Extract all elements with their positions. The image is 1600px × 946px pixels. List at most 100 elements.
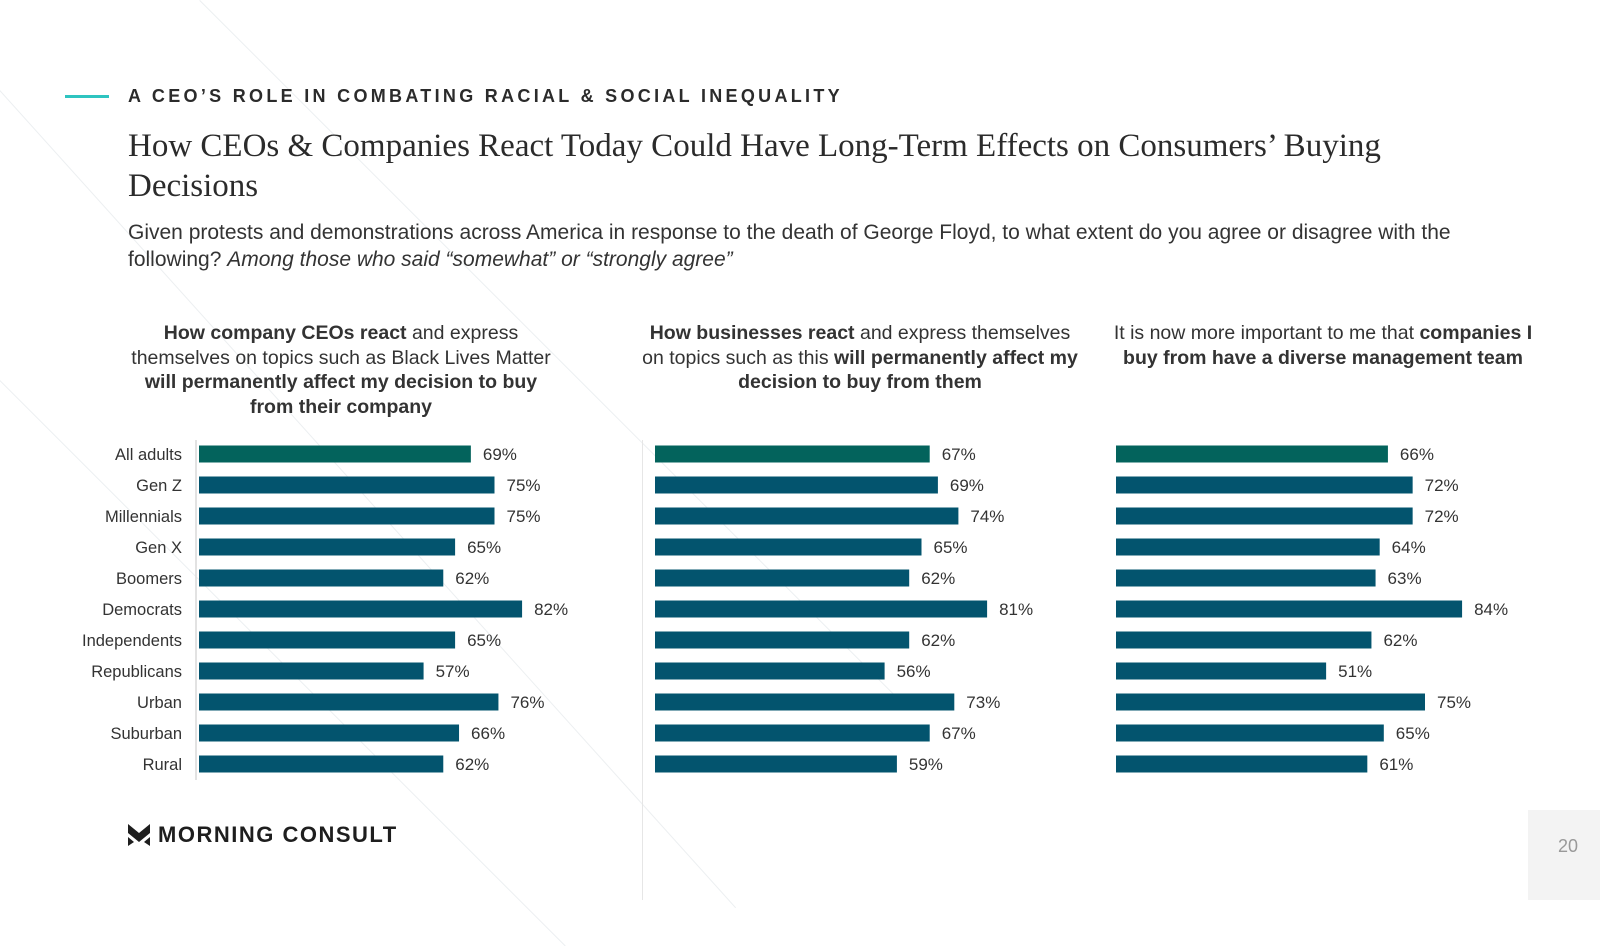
bar [199,507,495,525]
data-label: 72% [1425,476,1459,495]
bar [655,693,955,711]
data-label: 65% [1396,724,1430,743]
bar [1116,631,1372,649]
logo-text: MORNING CONSULT [158,822,398,847]
chart-title-segment: companies I buy from have a diverse mana… [1123,322,1533,369]
data-label: 62% [1383,631,1417,650]
category-label: Millennials [105,508,182,526]
data-label: 51% [1338,662,1372,681]
page-number: 20 [1557,836,1578,856]
chart-title-segment: and express themselves on topics such as… [131,322,551,369]
bar [199,569,444,587]
bar [655,538,922,556]
bar [1116,724,1384,742]
chart-title-segment: How businesses react [649,322,855,344]
chart-title-1: How company CEOs react and express thems… [121,321,561,419]
bar [1116,569,1376,587]
data-label: 69% [950,476,984,495]
bar [655,631,910,649]
chart-title-segment: will permanently affect my decision to b… [738,346,1078,394]
bar [199,662,424,680]
data-label: 57% [436,662,470,681]
data-label: 65% [467,538,501,557]
bar [655,476,938,494]
bar [1116,538,1380,556]
data-label: 82% [534,600,568,619]
bar [655,569,910,587]
data-label: 66% [1400,445,1434,464]
bar [655,507,959,525]
data-label: 63% [1388,569,1422,588]
data-label: 73% [966,693,1000,712]
category-label: Boomers [116,570,182,588]
bar [1116,755,1368,773]
bar [1116,693,1425,711]
data-label: 62% [455,569,489,588]
category-label: Gen Z [136,477,182,495]
chart-title-segment: How company CEOs react [163,322,407,344]
data-label: 69% [483,445,517,464]
data-label: 84% [1474,600,1508,619]
chart-title-3: It is now more important to me that comp… [1103,321,1543,370]
data-label: 67% [942,724,976,743]
category-label: Gen X [135,539,182,557]
data-label: 61% [1379,755,1413,774]
data-label: 67% [942,445,976,464]
bar-charts: 69% All adults 75% Gen Z 75% Millennials 65% Ge… [82,440,1508,780]
morning-consult-logo: MORNING CONSULT [128,822,398,848]
data-label: 76% [510,693,544,712]
bar [199,476,495,494]
category-label: Democrats [102,601,182,619]
data-label: 56% [897,662,931,681]
bar [199,445,471,463]
section-kicker: A CEO’S ROLE IN COMBATING RACIAL & SOCIA… [128,86,843,106]
data-label: 74% [970,507,1004,526]
data-label: 65% [467,631,501,650]
category-label: Republicans [91,663,182,681]
chart-title-segment: will permanently affect my decision to b… [144,371,538,418]
data-label: 65% [934,538,968,557]
bar [1116,507,1413,525]
data-label: 75% [1437,693,1471,712]
data-label: 62% [455,755,489,774]
logo-mark-icon [128,824,150,846]
question: Given protests and demonstrations across… [128,221,1451,271]
category-label: Rural [143,756,182,774]
bar [199,724,460,742]
data-label: 66% [471,724,505,743]
bar [199,600,523,618]
category-label: Independents [82,632,182,650]
bar [1116,600,1463,618]
question-note: Among those who said “somewhat” or “stro… [227,248,733,271]
data-label: 62% [921,569,955,588]
data-label: 75% [507,476,541,495]
bar [199,538,456,556]
bar [655,600,988,618]
page-number-box [1528,810,1600,900]
bar [1116,662,1327,680]
page-title: How CEOs & Companies React Today Could H… [128,128,1381,204]
category-label: Urban [137,694,182,712]
bar [655,755,897,773]
bar [655,445,930,463]
category-label: Suburban [110,725,182,743]
bar [199,693,499,711]
chart-title-segment: and express themselves on topics such as… [642,322,1071,369]
chart-title-segment: It is now more important to me that [1113,322,1420,344]
bar [199,631,456,649]
accent-line [65,95,109,98]
bar [655,724,930,742]
bar [199,755,444,773]
data-label: 62% [921,631,955,650]
bar [655,662,885,680]
data-label: 72% [1425,507,1459,526]
chart-title-2: How businesses react and express themsel… [640,321,1080,395]
bar [1116,445,1388,463]
data-label: 59% [909,755,943,774]
data-label: 75% [507,507,541,526]
bar [1116,476,1413,494]
category-label: All adults [115,446,182,464]
data-label: 64% [1392,538,1426,557]
data-label: 81% [999,600,1033,619]
question-text: Given protests and demonstrations across… [128,219,1528,273]
